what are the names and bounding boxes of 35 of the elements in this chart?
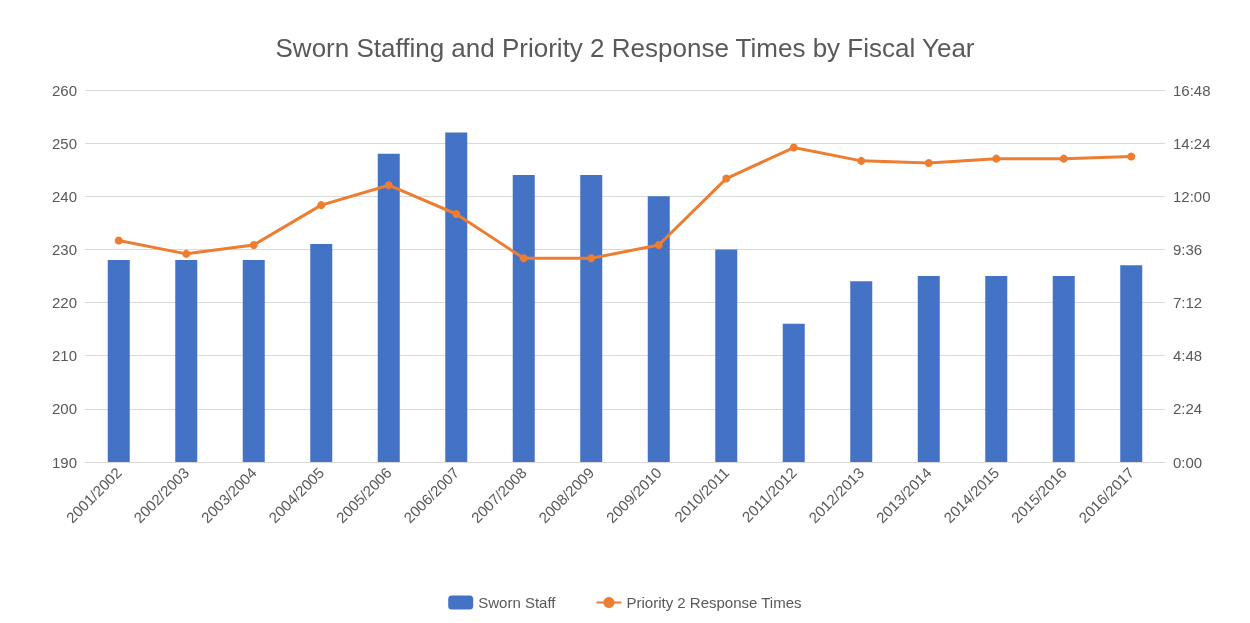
y2-tick-label: 14:24: [1173, 134, 1211, 152]
point: [317, 201, 326, 210]
y-tick-label: 190: [51, 453, 77, 471]
y-tick-label: 210: [51, 347, 77, 365]
y2-tick-label: 4:48: [1173, 347, 1203, 365]
y-tick-label: 240: [51, 187, 77, 205]
point: [452, 210, 461, 218]
point: [519, 254, 528, 263]
point: [114, 236, 123, 245]
point: [992, 154, 1001, 163]
legend-label: Priority 2 Response Times: [626, 594, 802, 611]
point: [182, 249, 191, 258]
point: [857, 156, 866, 165]
point: [1127, 152, 1136, 161]
point: [654, 241, 663, 249]
y-tick-label: 260: [51, 81, 77, 99]
y2-tick-label: 7:12: [1173, 294, 1203, 312]
y2-tick-label: 2:24: [1173, 400, 1203, 418]
point: [722, 174, 731, 183]
point: [587, 254, 596, 263]
legend-label: Sworn Staff: [478, 594, 557, 611]
point: [1059, 154, 1068, 163]
point: [249, 241, 258, 249]
point: [789, 143, 798, 152]
y-tick-label: 220: [51, 294, 77, 312]
y-tick-label: 230: [51, 240, 77, 258]
y-tick-label: 200: [51, 400, 77, 418]
y2-tick-label: 9:36: [1173, 240, 1203, 258]
y2-tick-label: 12:00: [1173, 187, 1211, 205]
chart-title: Sworn Staffing and Priority 2 Response Times by Fiscal Year: [275, 33, 975, 63]
point: [924, 159, 933, 168]
y-tick-label: 250: [51, 134, 77, 152]
point: [384, 181, 393, 190]
y2-tick-label: 16:48: [1173, 81, 1211, 99]
y2-tick-label: 0:00: [1173, 453, 1203, 471]
